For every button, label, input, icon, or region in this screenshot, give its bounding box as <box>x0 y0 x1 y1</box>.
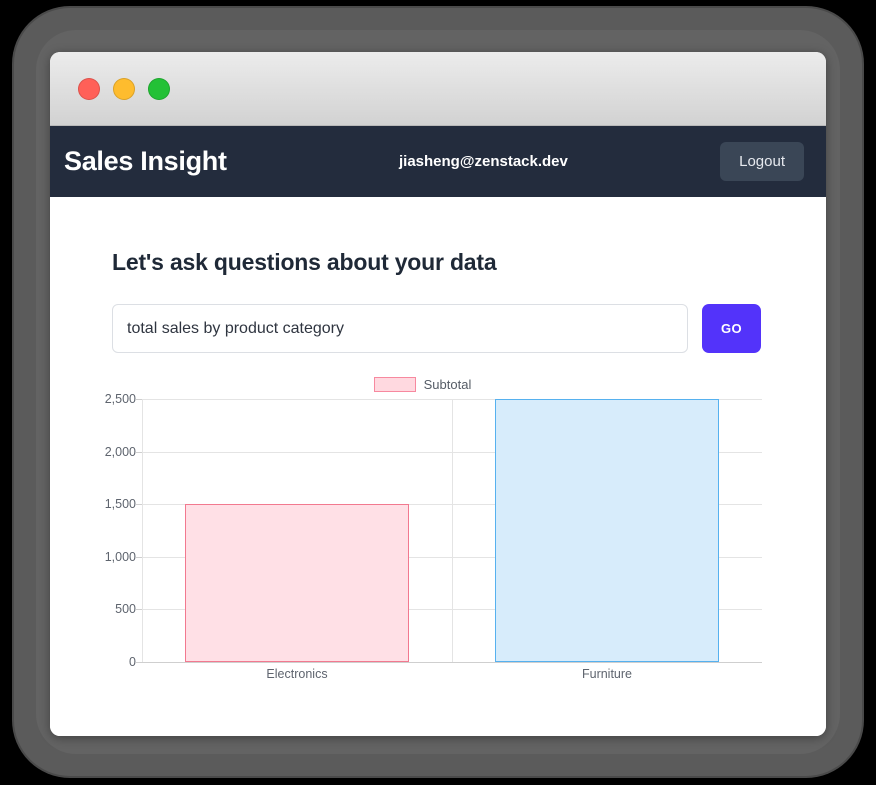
chart-bar[interactable] <box>495 399 719 662</box>
query-input[interactable] <box>112 304 688 353</box>
chart-x-tick-label: Electronics <box>266 667 328 681</box>
logout-button[interactable]: Logout <box>720 142 804 181</box>
close-window-icon[interactable] <box>78 77 100 100</box>
chart-y-axis: 0 500 1,000 1,500 2,000 2,500 <box>100 392 136 669</box>
window-traffic-lights <box>78 77 170 100</box>
chart-gridline <box>142 662 762 663</box>
chart-y-tick-label: 1,500 <box>104 497 136 512</box>
legend-label-subtotal: Subtotal <box>423 376 472 392</box>
chart-y-tick <box>136 662 142 663</box>
chart-y-tick <box>136 451 142 453</box>
chart-y-tick-label: 1,000 <box>104 549 136 564</box>
browser-window: Sales Insight jiasheng@zenstack.dev Logo… <box>50 52 826 736</box>
chart-y-tick-label: 0 <box>129 655 136 669</box>
user-email-label: jiasheng@zenstack.dev <box>399 153 568 170</box>
page-title: Let's ask questions about your data <box>112 249 497 275</box>
query-row: GO <box>112 304 826 353</box>
results-chart: Subtotal 0 500 1,000 1,500 2,000 2,500 Electr… <box>100 373 800 703</box>
chart-y-tick <box>136 556 142 558</box>
chart-y-tick-label: 2,500 <box>104 392 136 406</box>
chart-y-tick-label: 500 <box>115 602 136 617</box>
app-navbar: Sales Insight jiasheng@zenstack.dev Logo… <box>50 126 826 197</box>
maximize-window-icon[interactable] <box>148 77 170 100</box>
window-titlebar <box>50 52 826 126</box>
chart-plot-area <box>136 399 762 663</box>
chart-plot: 0 500 1,000 1,500 2,000 2,500 Electronics Furn… <box>100 392 800 689</box>
app-brand-title: Sales Insight <box>64 146 227 176</box>
chart-y-tick <box>136 609 142 611</box>
minimize-window-icon[interactable] <box>113 77 135 100</box>
chart-bar[interactable] <box>185 504 409 662</box>
chart-y-tick-label: 2,000 <box>104 444 136 459</box>
chart-y-tick <box>136 504 142 506</box>
chart-category-gridline <box>142 399 143 662</box>
chart-category-gridline <box>452 399 453 662</box>
legend-swatch-subtotal <box>373 376 416 392</box>
go-button[interactable]: GO <box>702 304 761 353</box>
main-content: Let's ask questions about your data GO S… <box>50 197 826 736</box>
chart-legend: Subtotal <box>100 373 800 395</box>
chart-y-tick <box>136 399 142 400</box>
chart-x-tick-label: Furniture <box>581 667 633 681</box>
chart-x-axis: Electronics Furniture <box>142 667 762 689</box>
